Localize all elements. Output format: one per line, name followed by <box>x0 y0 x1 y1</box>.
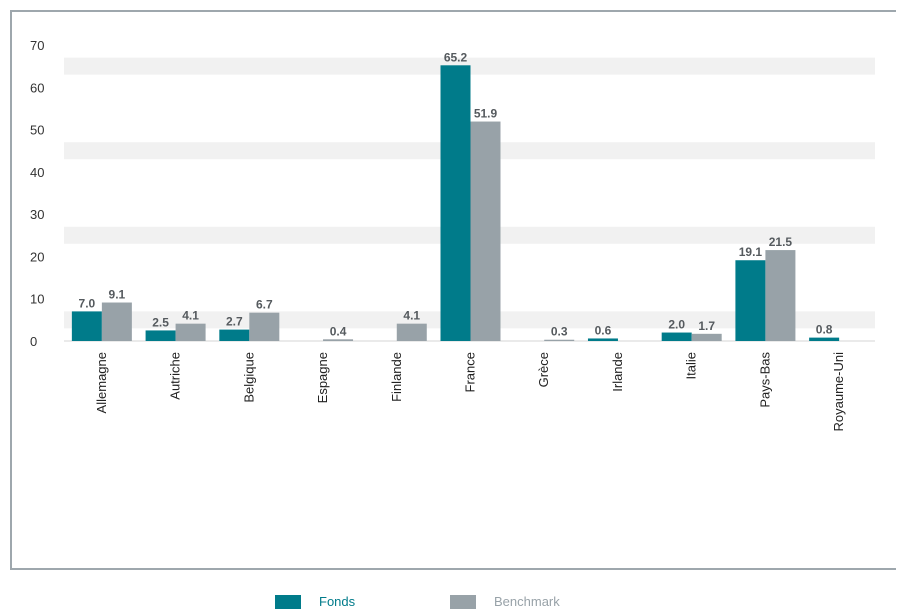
x-tick-label: Grèce <box>536 352 551 387</box>
data-label: 0.6 <box>595 323 612 337</box>
y-tick-label: 40 <box>30 165 44 180</box>
bar-benchmark <box>175 323 206 341</box>
x-tick-label: Pays-Bas <box>757 352 772 408</box>
legend: Fonds Benchmark <box>0 594 897 612</box>
data-label: 0.4 <box>330 324 347 338</box>
bar-benchmark <box>249 312 280 341</box>
legend-label-fonds: Fonds <box>319 594 356 609</box>
x-tick-label: Allemagne <box>94 352 109 413</box>
data-label: 0.8 <box>816 323 833 337</box>
legend-item-benchmark: Benchmark <box>450 594 560 609</box>
x-tick-label: Autriche <box>168 352 183 400</box>
data-label: 19.1 <box>739 245 763 259</box>
x-tick-label: Royaume-Uni <box>831 352 846 432</box>
bar-benchmark <box>396 323 427 341</box>
y-tick-label: 50 <box>30 123 44 138</box>
bar-fonds <box>219 329 250 341</box>
legend-swatch-benchmark <box>450 594 476 609</box>
data-label: 7.0 <box>79 296 96 310</box>
data-label: 6.7 <box>256 298 273 312</box>
data-label: 21.5 <box>769 235 793 249</box>
data-label: 2.0 <box>668 318 685 332</box>
bar-fonds <box>71 311 102 341</box>
y-tick-label: 10 <box>30 292 44 307</box>
bar-fonds <box>145 330 176 341</box>
bar-benchmark <box>691 333 722 341</box>
data-label: 4.1 <box>182 309 199 323</box>
data-label: 2.5 <box>152 315 169 329</box>
x-tick-label: Irlande <box>610 352 625 392</box>
y-tick-label: 0 <box>30 334 37 349</box>
x-tick-label: France <box>463 352 478 392</box>
x-tick-label: Espagne <box>315 352 330 403</box>
bar-fonds <box>440 65 471 341</box>
bar-benchmark <box>101 302 132 341</box>
y-tick-label: 60 <box>30 80 44 95</box>
x-tick-label: Finlande <box>389 352 404 402</box>
x-tick-label: Italie <box>684 352 699 379</box>
bar-benchmark <box>323 339 354 341</box>
legend-label-benchmark: Benchmark <box>494 594 560 609</box>
chart-frame <box>10 10 896 570</box>
data-label: 9.1 <box>109 288 126 302</box>
data-label: 2.7 <box>226 315 243 329</box>
bar-benchmark <box>470 121 501 341</box>
y-tick-label: 30 <box>30 207 44 222</box>
bar-chart: 0 10 20 30 40 50 60 70 7.0 9.1 Allemagne 2.5 4.1 Autr… <box>30 38 875 432</box>
bar-benchmark <box>544 339 575 341</box>
bar-fonds <box>809 337 840 341</box>
x-tick-label: Belgique <box>241 352 256 403</box>
y-tick-label: 20 <box>30 249 44 264</box>
bar-fonds <box>661 332 692 341</box>
data-label: 65.2 <box>444 50 468 64</box>
y-tick-label: 70 <box>30 38 44 53</box>
legend-swatch-fonds <box>275 594 301 609</box>
data-label: 51.9 <box>474 107 498 121</box>
legend-item-fonds: Fonds <box>275 594 355 609</box>
data-label: 4.1 <box>403 309 420 323</box>
bar-fonds <box>735 260 766 341</box>
data-label: 0.3 <box>551 325 568 339</box>
data-label: 1.7 <box>698 319 715 333</box>
bar-benchmark <box>765 250 796 341</box>
bar-fonds <box>587 338 618 341</box>
